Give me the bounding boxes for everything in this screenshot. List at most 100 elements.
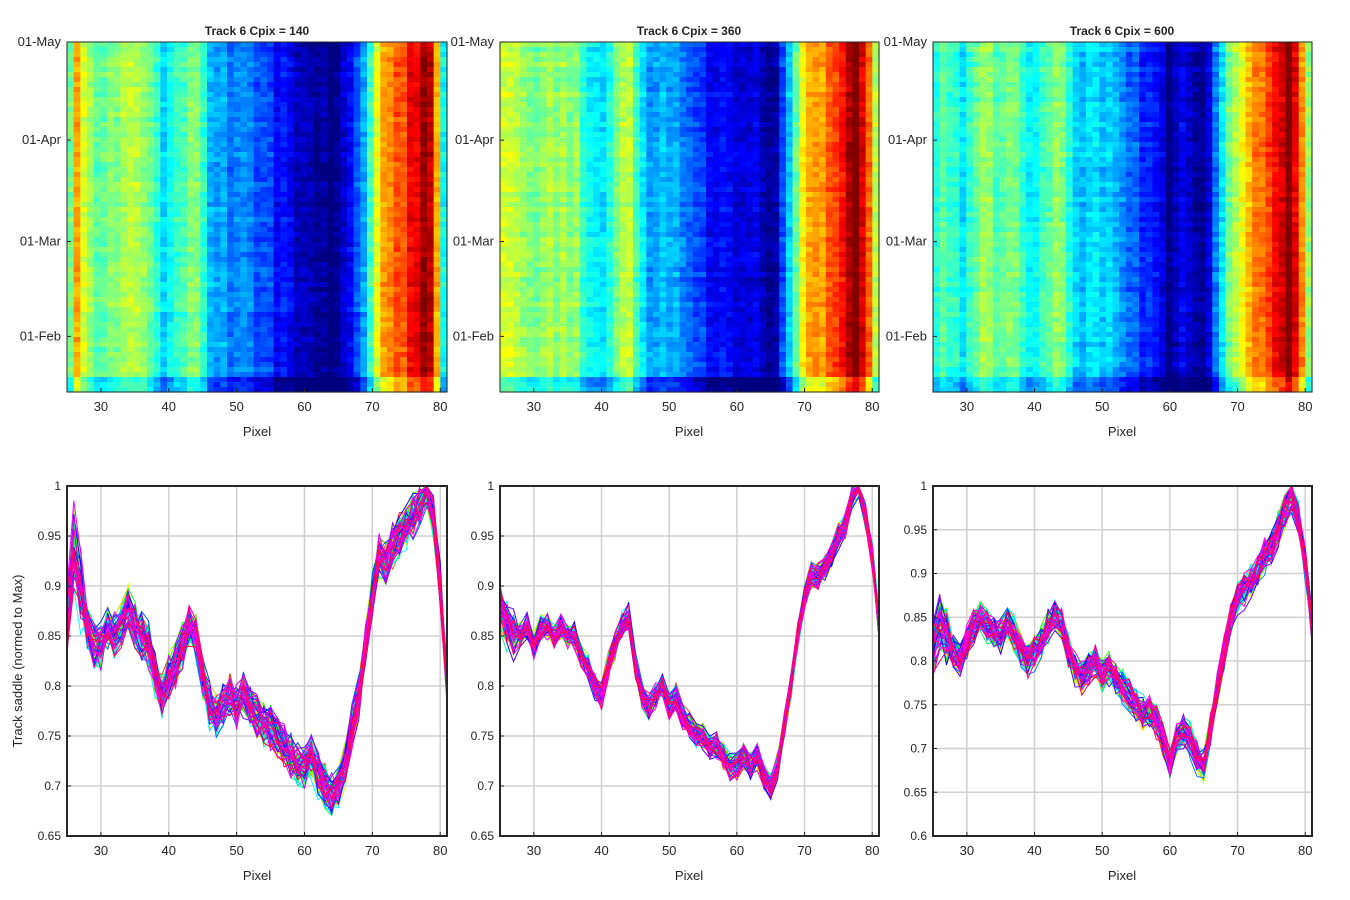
heatmap-cell <box>214 47 221 53</box>
heatmap-cell <box>566 102 573 108</box>
heatmap-cell <box>653 67 660 73</box>
heatmap-cell <box>140 82 147 88</box>
heatmap-cell <box>107 142 114 148</box>
heatmap-cell <box>839 62 846 68</box>
heatmap-cell <box>187 322 194 328</box>
heatmap-cell <box>813 72 820 78</box>
heatmap-cell <box>100 42 107 48</box>
heatmap-cell <box>220 182 227 188</box>
heatmap-cell <box>307 122 314 128</box>
heatmap-cell <box>100 97 107 103</box>
heatmap-cell <box>200 327 207 333</box>
heatmap-cell <box>167 167 174 173</box>
heatmap-cell <box>114 112 121 118</box>
heatmap-cell <box>274 47 281 53</box>
heatmap-cell <box>234 277 241 283</box>
heatmap-cell <box>74 102 81 108</box>
heatmap-cell <box>87 337 94 343</box>
heatmap-cell <box>300 182 307 188</box>
heatmap-cell <box>294 152 301 158</box>
heatmap-cell <box>334 317 341 323</box>
heatmap-cell <box>134 292 141 298</box>
heatmap-cell <box>646 52 653 58</box>
heatmap-cell <box>107 127 114 133</box>
heatmap-cell <box>646 77 653 83</box>
heatmap-cell <box>274 137 281 143</box>
heatmap-cell <box>367 317 374 323</box>
heatmap-cell <box>314 87 321 93</box>
heatmap-cell <box>407 52 414 58</box>
heatmap-cell <box>140 287 147 293</box>
heatmap-cell <box>746 107 753 113</box>
heatmap-cell <box>420 287 427 293</box>
heatmap-cell <box>167 62 174 68</box>
heatmap-cell <box>560 102 567 108</box>
heatmap-cell <box>394 242 401 248</box>
heatmap-cell <box>254 57 261 63</box>
heatmap-cell <box>267 212 274 218</box>
heatmap-cell <box>187 112 194 118</box>
heatmap-cell <box>227 182 234 188</box>
heatmap-cell <box>67 212 74 218</box>
heatmap-cell <box>194 377 201 383</box>
heatmap-cell <box>334 177 341 183</box>
heatmap-cell <box>307 242 314 248</box>
heatmap-cell <box>287 242 294 248</box>
heatmap-cell <box>387 377 394 383</box>
heatmap-cell <box>80 152 87 158</box>
heatmap-cell <box>420 317 427 323</box>
heatmap-cell <box>374 142 381 148</box>
heatmap-cell <box>367 87 374 93</box>
heatmap-cell <box>360 237 367 243</box>
heatmap-cell <box>94 87 101 93</box>
heatmap-cell <box>100 277 107 283</box>
heatmap-cell <box>147 147 154 153</box>
heatmap-cell <box>334 342 341 348</box>
heatmap-cell <box>374 237 381 243</box>
heatmap-cell <box>220 127 227 133</box>
heatmap-cell <box>80 207 87 213</box>
heatmap-cell <box>294 292 301 298</box>
heatmap-cell <box>846 102 853 108</box>
heatmap-cell <box>174 82 181 88</box>
heatmap-cell <box>586 102 593 108</box>
heatmap-cell <box>407 167 414 173</box>
heatmap-cell <box>247 277 254 283</box>
heatmap-cell <box>87 227 94 233</box>
heatmap-cell <box>407 107 414 113</box>
heatmap-cell <box>114 322 121 328</box>
heatmap-cell <box>287 267 294 273</box>
heatmap-cell <box>214 287 221 293</box>
heatmap-cell <box>67 327 74 333</box>
heatmap-cell <box>274 157 281 163</box>
heatmap-cell <box>566 52 573 58</box>
heatmap-cell <box>80 277 87 283</box>
heatmap-cell <box>187 347 194 353</box>
heatmap-cell <box>819 62 826 68</box>
heatmap-cell <box>640 97 647 103</box>
heatmap-cell <box>94 187 101 193</box>
heatmap-cell <box>187 282 194 288</box>
heatmap-cell <box>100 172 107 178</box>
heatmap-cell <box>374 312 381 318</box>
heatmap-cell <box>154 272 161 278</box>
heatmap-cell <box>67 157 74 163</box>
heatmap-cell <box>280 132 287 138</box>
heatmap-cell <box>347 237 354 243</box>
heatmap-cell <box>374 352 381 358</box>
heatmap-cell <box>274 212 281 218</box>
heatmap-cell <box>367 257 374 263</box>
heatmap-cell <box>267 82 274 88</box>
heatmap-cell <box>646 47 653 53</box>
heatmap-cell <box>67 247 74 253</box>
heatmap-cell <box>294 307 301 313</box>
heatmap-cell <box>120 47 127 53</box>
heatmap-cell <box>547 42 554 48</box>
heatmap-cell <box>114 152 121 158</box>
heatmap-cell <box>394 377 401 383</box>
heatmap-cell <box>713 117 720 123</box>
heatmap-cell <box>67 82 74 88</box>
heatmap-cell <box>340 237 347 243</box>
heatmap-cell <box>234 192 241 198</box>
heatmap-cell <box>74 332 81 338</box>
